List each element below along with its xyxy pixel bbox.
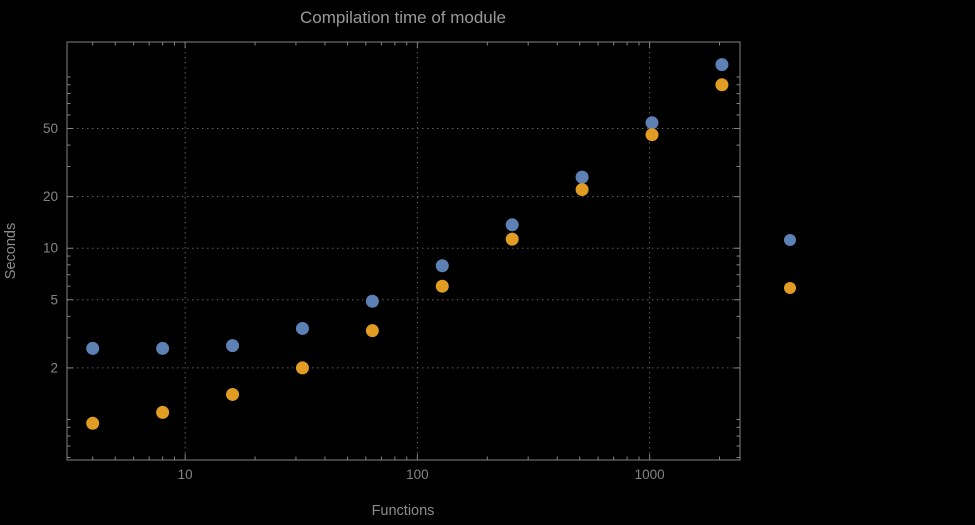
legend-markers xyxy=(784,234,796,294)
y-tick-label: 10 xyxy=(43,241,58,256)
data-point-series-2-orange xyxy=(365,324,379,338)
y-tick-label: 5 xyxy=(50,292,58,307)
y-tick-label: 2 xyxy=(50,360,58,375)
data-point-series-1-blue xyxy=(435,259,449,273)
legend-marker-1 xyxy=(784,234,796,246)
y-tick-label: 20 xyxy=(43,189,58,204)
data-point-series-1-blue xyxy=(575,170,589,184)
data-point-series-2-orange xyxy=(156,405,170,419)
x-tick-label: 100 xyxy=(406,467,429,482)
data-point-series-2-orange xyxy=(575,183,589,197)
y-axis-label: Seconds xyxy=(3,223,19,279)
legend-marker-2 xyxy=(784,282,796,294)
data-point-series-1-blue xyxy=(365,294,379,308)
tick-layer: 10 100 1000 2 5 10 20 50 xyxy=(43,42,740,482)
data-point-series-2-orange xyxy=(715,78,729,92)
x-axis-label: Functions xyxy=(372,503,435,519)
grid-layer xyxy=(67,42,740,460)
data-point-series-1-blue xyxy=(226,339,240,353)
x-tick-label: 1000 xyxy=(635,467,665,482)
data-point-series-2-orange xyxy=(295,361,309,375)
data-point-series-1-blue xyxy=(715,58,729,72)
data-point-series-1-blue xyxy=(86,341,100,355)
data-point-series-2-orange xyxy=(86,416,100,430)
data-point-series-2-orange xyxy=(505,232,519,246)
data-point-series-2-orange xyxy=(226,387,240,401)
plot-frame xyxy=(66,41,741,461)
plot-frame-rect xyxy=(66,41,741,461)
data-point-series-1-blue xyxy=(156,341,170,355)
data-points-layer xyxy=(86,58,729,430)
data-point-series-2-orange xyxy=(435,279,449,293)
data-point-series-1-blue xyxy=(295,321,309,335)
chart-title: Compilation time of module xyxy=(300,8,506,27)
data-point-series-2-orange xyxy=(645,128,659,142)
x-tick-label: 10 xyxy=(178,467,193,482)
data-point-series-1-blue xyxy=(645,116,659,130)
data-point-series-1-blue xyxy=(505,218,519,232)
y-tick-label: 50 xyxy=(43,121,58,136)
